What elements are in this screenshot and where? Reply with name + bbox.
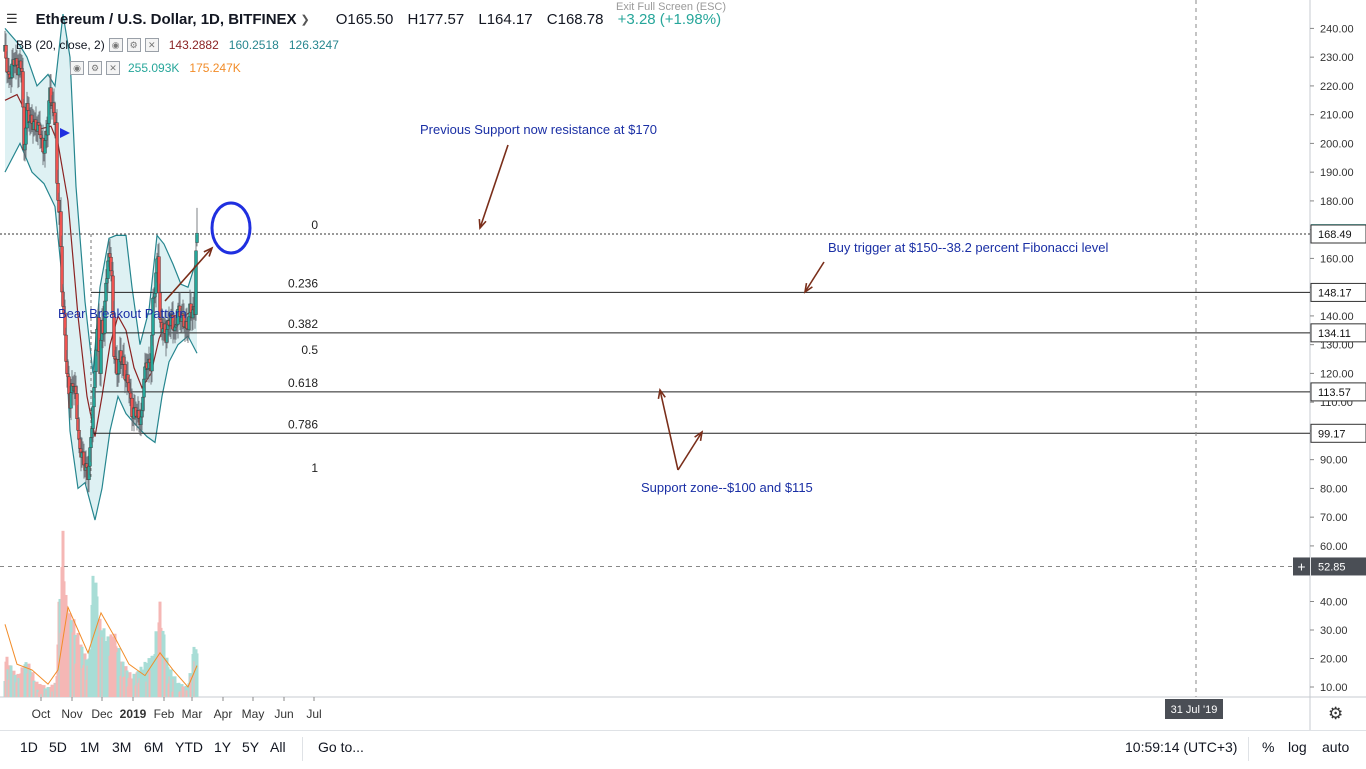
price-tick-label: 60.00 bbox=[1320, 541, 1348, 553]
bb-lower-value: 126.3247 bbox=[289, 38, 339, 52]
arrow-support-lower bbox=[678, 432, 702, 470]
time-tick-label: Jul bbox=[306, 707, 321, 721]
eye-icon[interactable]: ◉ bbox=[109, 38, 123, 52]
symbol-title[interactable]: Ethereum / U.S. Dollar, 1D, BITFINEX bbox=[36, 11, 297, 28]
crosshair-plus-glyph: + bbox=[1297, 558, 1305, 574]
time-tick-label: Nov bbox=[61, 707, 82, 721]
price-tick-label: 200.00 bbox=[1320, 138, 1354, 150]
toolbar-divider bbox=[1248, 737, 1249, 761]
fib-level-label: 0.5 bbox=[301, 343, 318, 357]
volume-tick-label: 10.00 bbox=[1320, 682, 1348, 694]
high-value: H177.57 bbox=[407, 11, 464, 28]
time-tick-label: 2019 bbox=[120, 707, 147, 721]
chart-header: ☰ Ethereum / U.S. Dollar, 1D, BITFINEX ❯… bbox=[6, 6, 731, 32]
range-5d[interactable]: 5D bbox=[49, 739, 67, 755]
volume-bar bbox=[196, 653, 199, 697]
goto-button[interactable]: Go to... bbox=[318, 739, 364, 755]
range-1y[interactable]: 1Y bbox=[214, 739, 231, 755]
percent-toggle[interactable]: % bbox=[1262, 739, 1274, 755]
price-badge-label: 113.57 bbox=[1318, 387, 1351, 399]
arrow-buy-trigger bbox=[805, 262, 824, 292]
time-tick-label: Apr bbox=[214, 707, 233, 721]
volume-tick-label: 40.00 bbox=[1320, 597, 1348, 609]
price-tick-label: 160.00 bbox=[1320, 253, 1354, 265]
price-tick-label: 90.00 bbox=[1320, 455, 1348, 467]
fib-level-label: 0.786 bbox=[288, 417, 318, 431]
range-5y[interactable]: 5Y bbox=[242, 739, 259, 755]
price-tick-label: 180.00 bbox=[1320, 196, 1354, 208]
crosshair-value-label: 52.85 bbox=[1318, 561, 1346, 573]
eye-icon[interactable]: ◉ bbox=[70, 61, 84, 75]
annotation-support-zone: Support zone--$100 and $115 bbox=[641, 480, 813, 495]
time-tick-label: Oct bbox=[32, 707, 51, 721]
ohlc-readout: O165.50 H177.57 L164.17 C168.78 +3.28 (+… bbox=[336, 11, 731, 28]
fib-level-label: 0 bbox=[311, 218, 318, 232]
price-tick-label: 230.00 bbox=[1320, 52, 1354, 64]
volume-indicator-legend: ◉ ⚙ ✕ 255.093K 175.247K bbox=[66, 59, 241, 77]
price-tick-label: 80.00 bbox=[1320, 483, 1348, 495]
auto-toggle[interactable]: auto bbox=[1322, 739, 1349, 755]
time-tick-label: May bbox=[242, 707, 265, 721]
bb-basis-value: 143.2882 bbox=[169, 38, 219, 52]
range-ytd[interactable]: YTD bbox=[175, 739, 203, 755]
price-badge-label: 134.11 bbox=[1318, 328, 1351, 340]
range-1m[interactable]: 1M bbox=[80, 739, 99, 755]
close-value: C168.78 bbox=[547, 11, 604, 28]
time-tick-label: Feb bbox=[154, 707, 175, 721]
price-badge-label: 168.49 bbox=[1318, 229, 1352, 241]
price-tick-label: 190.00 bbox=[1320, 167, 1354, 179]
bottom-toolbar: 1D 5D 1M 3M 6M YTD 1Y 5Y All Go to... 10… bbox=[0, 730, 1366, 769]
volume-tick-label: 20.00 bbox=[1320, 654, 1348, 666]
price-tick-label: 220.00 bbox=[1320, 81, 1354, 93]
price-tick-label: 120.00 bbox=[1320, 368, 1354, 380]
chevron-down-icon[interactable]: ❯ bbox=[301, 13, 310, 26]
fib-level-label: 0.382 bbox=[288, 317, 318, 331]
bear-breakout-circle bbox=[212, 203, 250, 253]
chart-settings-gear-icon[interactable]: ⚙ bbox=[1328, 704, 1343, 724]
bollinger-band-fill bbox=[5, 14, 197, 520]
bb-indicator-legend: BB (20, close, 2) ◉ ⚙ ✕ 143.2882 160.251… bbox=[16, 36, 339, 54]
close-icon[interactable]: ✕ bbox=[106, 61, 120, 75]
price-tick-label: 240.00 bbox=[1320, 23, 1354, 35]
settings-icon[interactable]: ⚙ bbox=[88, 61, 102, 75]
range-3m[interactable]: 3M bbox=[112, 739, 131, 755]
toolbar-divider bbox=[302, 737, 303, 761]
open-value: O165.50 bbox=[336, 11, 394, 28]
collapse-icon[interactable]: ☰ bbox=[6, 11, 18, 27]
clock-display[interactable]: 10:59:14 (UTC+3) bbox=[1125, 739, 1237, 755]
range-1d[interactable]: 1D bbox=[20, 739, 38, 755]
candle-body bbox=[196, 233, 199, 242]
volume-ma-value: 175.247K bbox=[189, 61, 240, 75]
annotation-bear-breakout: Bear Breakout Pattern bbox=[58, 306, 187, 321]
arrow-resistance bbox=[480, 145, 508, 228]
fib-level-label: 0.236 bbox=[288, 276, 318, 290]
time-tick-label: Mar bbox=[182, 707, 203, 721]
range-6m[interactable]: 6M bbox=[144, 739, 163, 755]
arrow-support-upper bbox=[660, 390, 678, 470]
time-tick-label: Jun bbox=[274, 707, 293, 721]
price-tick-label: 210.00 bbox=[1320, 110, 1354, 122]
crosshair-date-label: 31 Jul '19 bbox=[1171, 704, 1218, 716]
annotation-buy-trigger: Buy trigger at $150--38.2 percent Fibona… bbox=[828, 240, 1108, 255]
price-tick-label: 70.00 bbox=[1320, 512, 1348, 524]
settings-icon[interactable]: ⚙ bbox=[127, 38, 141, 52]
time-tick-label: Dec bbox=[91, 707, 112, 721]
bb-label[interactable]: BB (20, close, 2) bbox=[16, 38, 105, 52]
price-badge-label: 148.17 bbox=[1318, 287, 1352, 299]
price-badge-label: 99.17 bbox=[1318, 428, 1346, 440]
fib-level-label: 1 bbox=[311, 461, 318, 475]
volume-value: 255.093K bbox=[128, 61, 179, 75]
log-toggle[interactable]: log bbox=[1288, 739, 1307, 755]
low-value: L164.17 bbox=[478, 11, 532, 28]
range-all[interactable]: All bbox=[270, 739, 286, 755]
volume-tick-label: 30.00 bbox=[1320, 625, 1348, 637]
fib-level-label: 0.618 bbox=[288, 376, 318, 390]
annotation-resistance: Previous Support now resistance at $170 bbox=[420, 122, 657, 137]
close-icon[interactable]: ✕ bbox=[145, 38, 159, 52]
change-value: +3.28 (+1.98%) bbox=[618, 11, 721, 28]
candle-body bbox=[195, 251, 198, 315]
price-tick-label: 140.00 bbox=[1320, 311, 1354, 323]
bb-upper-value: 160.2518 bbox=[229, 38, 279, 52]
